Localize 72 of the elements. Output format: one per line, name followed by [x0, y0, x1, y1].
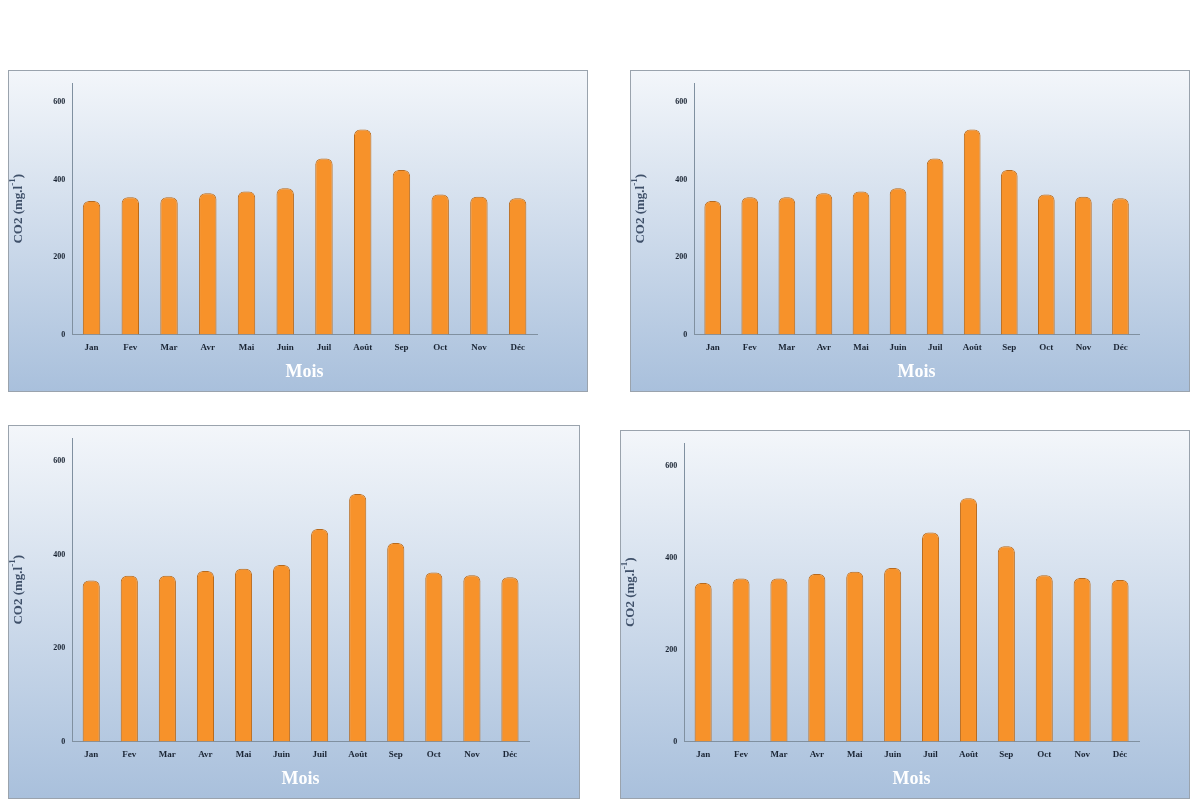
x-tick-label: Avr — [198, 749, 213, 760]
y-axis-title: CO2 (mg.l-1) — [629, 173, 648, 244]
x-tick-label: Mar — [770, 749, 788, 760]
y-tick-label: 0 — [673, 736, 678, 746]
x-tick-label: Mai — [238, 342, 255, 353]
x-tick-label: Mar — [160, 342, 178, 353]
x-tick-label: Mar — [778, 342, 796, 353]
x-axis-title: Mois — [897, 360, 936, 381]
x-tick-label: Fev — [742, 342, 758, 353]
x-axis-title: Mois — [285, 360, 324, 381]
x-tick-label: Juin — [276, 342, 294, 353]
y-tick-label: 600 — [53, 456, 66, 466]
x-tick-label: Jan — [84, 749, 99, 760]
x-tick-label: Avr — [200, 342, 215, 353]
y-axis-title: CO2 (mg.l-1) — [619, 557, 638, 628]
x-tick-label: Juil — [927, 342, 943, 353]
x-tick-label: Déc — [1113, 342, 1128, 353]
x-tick-label: Mar — [158, 749, 176, 760]
x-tick-label: Jan — [84, 342, 99, 353]
y-tick-label: 400 — [675, 174, 688, 184]
x-tick-label: Août — [958, 749, 978, 760]
x-tick-label: Déc — [510, 342, 525, 353]
x-tick-label: Mai — [853, 342, 870, 353]
x-axis-title: Mois — [892, 767, 931, 788]
x-tick-label: Oct — [433, 342, 448, 353]
y-tick-label: 600 — [53, 97, 66, 107]
x-tick-label: Fev — [734, 749, 749, 760]
x-tick-label: Mai — [235, 749, 252, 760]
x-tick-label: Sep — [1002, 342, 1017, 353]
y-tick-label: 600 — [665, 461, 678, 471]
y-tick-label: 400 — [53, 549, 66, 559]
y-tick-label: 0 — [683, 329, 688, 339]
y-tick-label: 0 — [61, 736, 66, 746]
x-tick-label: Sep — [388, 749, 403, 760]
y-tick-label: 400 — [665, 552, 678, 562]
x-tick-label: Août — [348, 749, 368, 760]
x-tick-label: Jan — [696, 749, 711, 760]
x-tick-label: Déc — [502, 749, 518, 760]
y-tick-label: 400 — [53, 174, 66, 184]
x-tick-label: Mai — [847, 749, 863, 760]
x-tick-label: Sep — [999, 749, 1014, 760]
x-tick-label: Jan — [705, 342, 720, 353]
x-tick-label: Avr — [809, 749, 825, 760]
x-tick-label: Juin — [884, 749, 902, 760]
x-tick-label: Juil — [316, 342, 332, 353]
y-tick-label: 0 — [61, 329, 66, 339]
x-tick-label: Juil — [923, 749, 939, 760]
x-axis-title: Mois — [281, 767, 320, 788]
x-tick-label: Oct — [1037, 749, 1052, 760]
x-tick-label: Juin — [273, 749, 291, 760]
x-tick-label: Juin — [889, 342, 907, 353]
y-tick-label: 600 — [675, 97, 688, 107]
x-tick-label: Juil — [312, 749, 328, 760]
x-tick-label: Nov — [471, 342, 488, 353]
x-tick-label: Août — [962, 342, 982, 353]
y-tick-label: 200 — [665, 644, 678, 654]
x-tick-label: Avr — [816, 342, 832, 353]
x-tick-label: Nov — [464, 749, 481, 760]
y-tick-label: 200 — [675, 252, 688, 262]
x-tick-label: Nov — [1074, 749, 1091, 760]
y-tick-label: 200 — [53, 643, 66, 653]
x-tick-label: Août — [353, 342, 373, 353]
y-axis-title: CO2 (mg.l-1) — [7, 173, 26, 244]
x-tick-label: Fev — [123, 342, 138, 353]
x-tick-label: Oct — [426, 749, 441, 760]
y-tick-label: 200 — [53, 252, 66, 262]
x-tick-label: Oct — [1039, 342, 1054, 353]
x-tick-label: Sep — [394, 342, 409, 353]
y-axis-title: CO2 (mg.l-1) — [7, 554, 26, 625]
x-tick-label: Nov — [1075, 342, 1092, 353]
x-tick-label: Fev — [122, 749, 137, 760]
x-tick-label: Déc — [1112, 749, 1128, 760]
